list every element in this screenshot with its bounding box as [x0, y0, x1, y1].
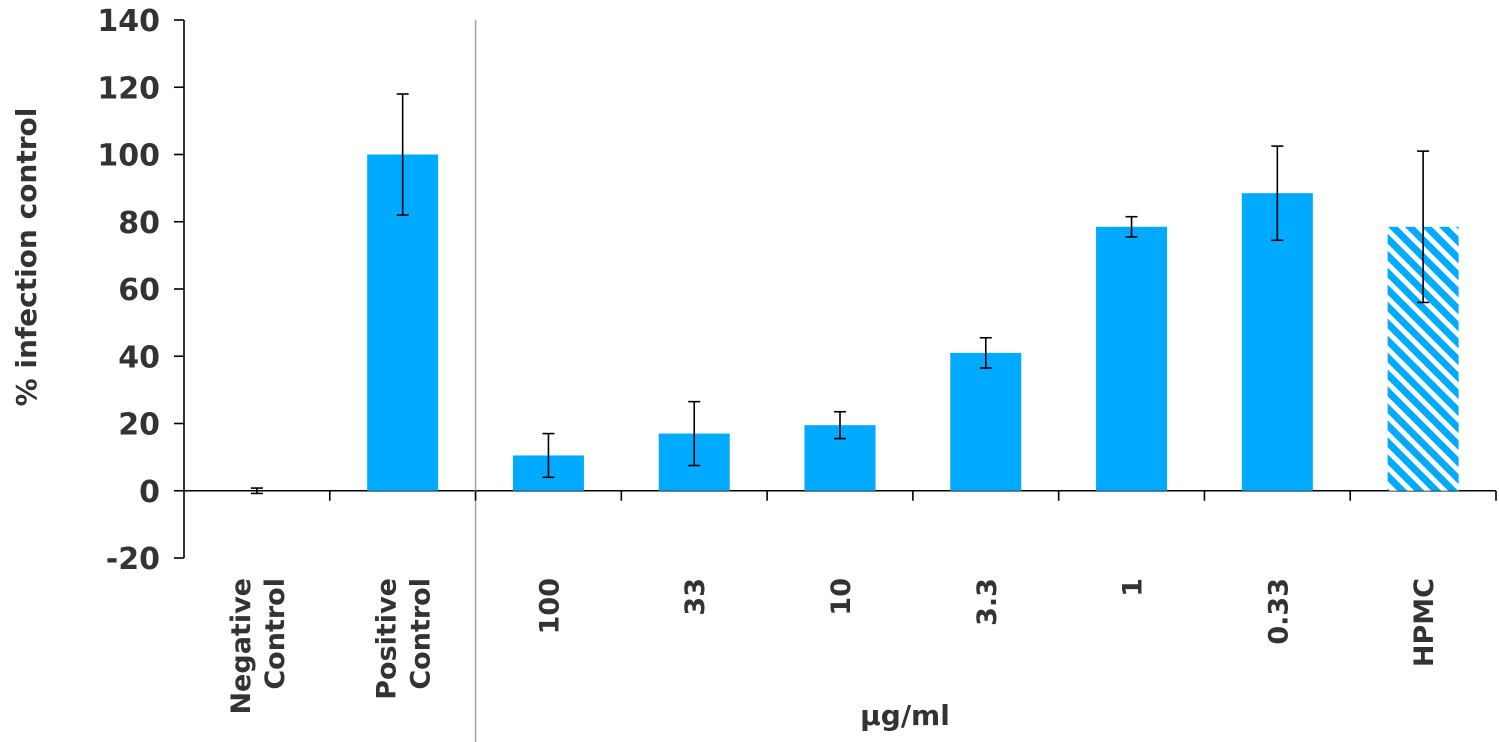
y-tick-label: 0	[139, 475, 160, 510]
y-tick-label: 120	[97, 71, 160, 106]
error-bar-6	[1125, 215, 1138, 238]
error-bar-2	[542, 432, 555, 479]
x-tick-label-5: 3.3	[972, 578, 1003, 626]
y-tick-label: 40	[118, 340, 160, 375]
x-tick-label-4: 10	[826, 578, 857, 616]
y-tick-label: -20	[106, 542, 160, 577]
y-tick-label: 20	[118, 408, 160, 443]
x-tick-label-1: Positive	[372, 578, 403, 700]
x-tick-label-8: HPMC	[1409, 578, 1440, 667]
error-bar-3	[688, 400, 701, 467]
bar-6	[1096, 226, 1168, 491]
bar-7	[1241, 193, 1313, 491]
x-tick-label-6: 1	[1118, 578, 1149, 597]
x-tick-label-0: Negative	[226, 578, 257, 715]
y-tick-label: 60	[118, 273, 160, 308]
error-bar-8	[1417, 150, 1430, 304]
x-tick-label-1: Control	[406, 578, 437, 690]
bar-5	[950, 352, 1022, 491]
y-tick-label: 140	[97, 4, 160, 39]
x-axis-title: µg/ml	[860, 699, 950, 732]
error-bar-4	[834, 410, 846, 440]
x-tick-label-0: Control	[260, 578, 291, 690]
error-bar-0	[250, 487, 263, 495]
x-tick-label-2: 100	[534, 578, 565, 634]
error-bar-5	[979, 336, 992, 369]
y-axis-title: % infection control	[10, 108, 43, 407]
y-tick-label: 100	[97, 139, 160, 174]
x-tick-label-7: 0.33	[1263, 578, 1294, 645]
error-bar-7	[1271, 145, 1284, 242]
y-tick-label: 80	[118, 206, 160, 241]
error-bar-1	[396, 93, 409, 216]
x-tick-label-3: 33	[680, 578, 711, 616]
